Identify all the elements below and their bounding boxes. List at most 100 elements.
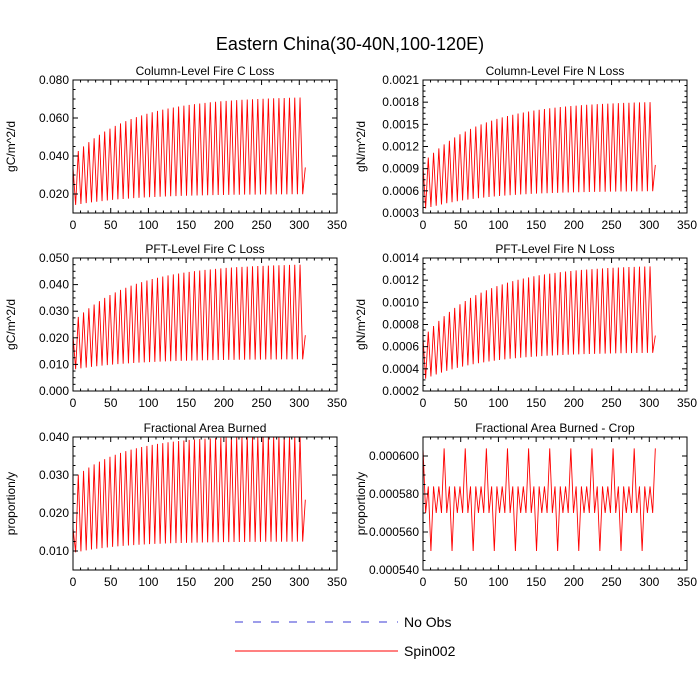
x-tick-label: 300 — [639, 396, 659, 410]
y-tick-label: 0.0021 — [382, 73, 419, 87]
x-tick-label: 300 — [289, 575, 309, 589]
x-tick-label: 350 — [677, 218, 697, 232]
x-tick-label: 0 — [70, 218, 77, 232]
x-tick-label: 100 — [138, 396, 158, 410]
chart-panel: Column-Level Fire N Loss gN/m^2/d 0 50 100 15… — [354, 64, 697, 232]
y-tick-label: 0.040 — [39, 149, 69, 163]
x-tick-label: 0 — [420, 396, 427, 410]
x-tick-label: 50 — [454, 218, 468, 232]
x-tick-label: 300 — [639, 218, 659, 232]
x-tick-label: 350 — [327, 218, 347, 232]
x-tick-label: 0 — [420, 218, 427, 232]
y-tick-label: 0.020 — [39, 331, 69, 345]
y-tick-label: 0.0014 — [382, 251, 419, 265]
figure-title: Eastern China(30-40N,100-120E) — [216, 34, 484, 54]
x-tick-label: 0 — [70, 396, 77, 410]
x-tick-label: 100 — [488, 575, 508, 589]
y-tick-label: 0.0012 — [382, 273, 419, 287]
x-tick-label: 350 — [327, 575, 347, 589]
legend-label-spin002: Spin002 — [404, 643, 456, 659]
y-tick-label: 0.0010 — [382, 295, 419, 309]
x-tick-label: 150 — [526, 218, 546, 232]
x-tick-label: 200 — [214, 218, 234, 232]
y-tick-label: 0.020 — [39, 506, 69, 520]
panels: Column-Level Fire C Loss gC/m^2/d 0 50 100 15… — [4, 64, 697, 589]
x-tick-label: 250 — [252, 396, 272, 410]
y-axis-label: gC/m^2/d — [4, 299, 18, 350]
x-tick-label: 100 — [488, 218, 508, 232]
x-tick-label: 150 — [176, 575, 196, 589]
panel-title: Fractional Area Burned — [144, 421, 267, 435]
chart-panel: Fractional Area Burned proportion/y 0 50 100… — [4, 421, 347, 589]
legend-label-no-obs: No Obs — [404, 614, 451, 630]
series-line-spin002 — [73, 97, 306, 205]
y-tick-label: 0.020 — [39, 187, 69, 201]
y-tick-label: 0.030 — [39, 468, 69, 482]
y-tick-label: 0.0009 — [382, 162, 419, 176]
y-tick-label: 0.0004 — [382, 362, 419, 376]
x-tick-label: 150 — [526, 396, 546, 410]
y-tick-label: 0.060 — [39, 111, 69, 125]
plot-frame — [72, 436, 338, 571]
x-tick-label: 150 — [526, 575, 546, 589]
panel-title: PFT-Level Fire C Loss — [145, 242, 264, 256]
x-tick-label: 350 — [677, 396, 697, 410]
x-tick-label: 100 — [488, 396, 508, 410]
y-tick-label: 0.000 — [39, 384, 69, 398]
y-tick-label: 0.0008 — [382, 318, 419, 332]
x-tick-label: 300 — [289, 396, 309, 410]
series-line-spin002 — [73, 264, 306, 370]
y-axis-label: gN/m^2/d — [354, 299, 368, 350]
x-tick-label: 200 — [214, 575, 234, 589]
x-tick-label: 250 — [252, 218, 272, 232]
x-tick-label: 0 — [70, 575, 77, 589]
x-tick-label: 100 — [138, 575, 158, 589]
y-tick-label: 0.0006 — [382, 340, 419, 354]
x-tick-label: 350 — [327, 396, 347, 410]
y-tick-label: 0.0018 — [382, 95, 419, 109]
y-tick-label: 0.000560 — [369, 525, 419, 539]
y-tick-label: 0.040 — [39, 278, 69, 292]
y-tick-label: 0.030 — [39, 304, 69, 318]
y-tick-label: 0.000600 — [369, 449, 419, 463]
panel-title: Fractional Area Burned - Crop — [475, 421, 635, 435]
y-axis-label: proportion/y — [4, 472, 18, 535]
x-tick-label: 0 — [420, 575, 427, 589]
x-tick-label: 200 — [214, 396, 234, 410]
chart-panel: Column-Level Fire C Loss gC/m^2/d 0 50 100 15… — [4, 64, 347, 232]
y-axis-label: gN/m^2/d — [354, 121, 368, 172]
panel-title: PFT-Level Fire N Loss — [495, 242, 614, 256]
y-tick-label: 0.0003 — [382, 206, 419, 220]
chart-panel: Fractional Area Burned - Crop proportion/… — [354, 421, 697, 589]
panel-title: Column-Level Fire N Loss — [486, 64, 625, 78]
y-tick-label: 0.000580 — [369, 487, 419, 501]
series-line-spin002 — [423, 448, 656, 552]
x-tick-label: 350 — [677, 575, 697, 589]
chart-panel: PFT-Level Fire C Loss gC/m^2/d 0 50 100 150 20… — [4, 242, 347, 410]
x-tick-label: 200 — [564, 396, 584, 410]
y-tick-label: 0.0002 — [382, 384, 419, 398]
x-tick-label: 300 — [289, 218, 309, 232]
y-tick-label: 0.010 — [39, 357, 69, 371]
x-tick-label: 150 — [176, 218, 196, 232]
x-tick-label: 50 — [104, 396, 118, 410]
x-tick-label: 250 — [602, 575, 622, 589]
panel-title: Column-Level Fire C Loss — [136, 64, 275, 78]
x-tick-label: 50 — [454, 396, 468, 410]
x-tick-label: 300 — [639, 575, 659, 589]
y-tick-label: 0.0015 — [382, 117, 419, 131]
y-tick-label: 0.0006 — [382, 184, 419, 198]
x-tick-label: 200 — [564, 218, 584, 232]
x-tick-label: 200 — [564, 575, 584, 589]
series-line-spin002 — [73, 437, 306, 553]
y-axis-label: gC/m^2/d — [4, 121, 18, 172]
x-tick-label: 250 — [252, 575, 272, 589]
y-tick-label: 0.0012 — [382, 140, 419, 154]
y-axis-label: proportion/y — [354, 472, 368, 535]
series-line-spin002 — [423, 102, 656, 209]
x-tick-label: 150 — [176, 396, 196, 410]
y-tick-label: 0.080 — [39, 73, 69, 87]
x-tick-label: 50 — [104, 575, 118, 589]
series-line-spin002 — [423, 266, 656, 379]
